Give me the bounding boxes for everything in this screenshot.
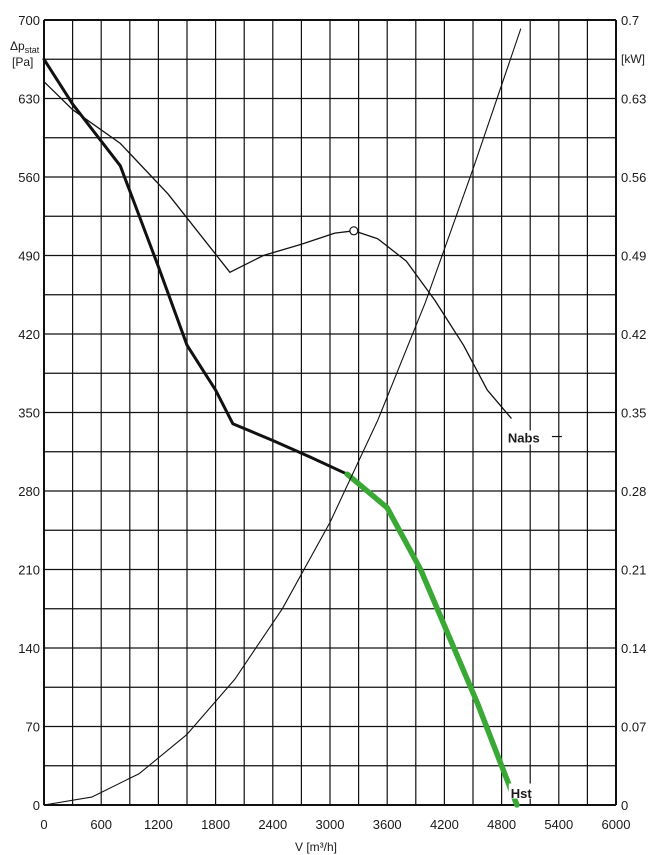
y-right-tick-label: 0.7 — [621, 13, 639, 28]
y-right-tick-label: 0.28 — [621, 484, 646, 499]
y-right-tick-label: 0.07 — [621, 720, 646, 735]
y-right-axis-label: [kW] — [621, 52, 645, 66]
y-left-tick-label: 350 — [18, 406, 40, 421]
y-left-tick-label: 490 — [18, 249, 40, 264]
curve-label-nabs: Nabs — [508, 431, 540, 446]
y-right-tick-label: 0.56 — [621, 170, 646, 185]
series-hst-line — [42, 57, 349, 476]
curve-label-hst: Hst — [511, 786, 533, 801]
x-tick-label: 4800 — [487, 817, 516, 832]
y-right-tick-label: 0.49 — [621, 249, 646, 264]
x-tick-label: 3000 — [316, 817, 345, 832]
y-left-tick-label: 420 — [18, 327, 40, 342]
operating-point-marker — [349, 226, 359, 236]
y-left-tick-label: 210 — [18, 563, 40, 578]
y-left-tick-label: 0 — [33, 798, 40, 813]
y-left-axis-unit: [Pa] — [12, 55, 33, 69]
x-tick-label: 0 — [40, 817, 47, 832]
x-tick-label: 6000 — [602, 817, 631, 832]
y-left-tick-label: 700 — [18, 13, 40, 28]
x-tick-label: 5400 — [544, 817, 573, 832]
axis-labels: Δpstat [Pa] [kW] V [m³/h] — [10, 39, 645, 854]
y-right-tick-label: 0.14 — [621, 641, 646, 656]
y-right-tick-label: 0 — [621, 798, 628, 813]
x-tick-label: 3600 — [373, 817, 402, 832]
y-left-axis-label: Δpstat — [10, 39, 40, 55]
y-left-tick-label: 140 — [18, 641, 40, 656]
x-tick-label: 1800 — [201, 817, 230, 832]
series-system-curve-line — [43, 28, 522, 806]
tick-labels: 0 600 1200 1800 2400 3000 3600 4200 4800 5400 6000… — [18, 13, 646, 832]
x-axis-label: V [m³/h] — [295, 840, 337, 854]
x-tick-label: 4200 — [430, 817, 459, 832]
series-nabs-line — [43, 81, 512, 419]
y-right-tick-label: 0.35 — [621, 406, 646, 421]
x-tick-label: 2400 — [258, 817, 287, 832]
curves: Nabs Hst — [42, 28, 562, 808]
y-right-tick-label: 0.63 — [621, 92, 646, 107]
y-right-tick-label: 0.42 — [621, 327, 646, 342]
y-left-tick-label: 630 — [18, 92, 40, 107]
y-left-tick-label: 560 — [18, 170, 40, 185]
grid — [43, 19, 617, 806]
y-left-tick-label: 70 — [26, 720, 40, 735]
y-left-tick-label: 280 — [18, 484, 40, 499]
x-tick-label: 600 — [90, 817, 112, 832]
x-tick-label: 1200 — [144, 817, 173, 832]
series-hst-line — [344, 471, 520, 808]
y-right-tick-label: 0.21 — [621, 563, 646, 578]
